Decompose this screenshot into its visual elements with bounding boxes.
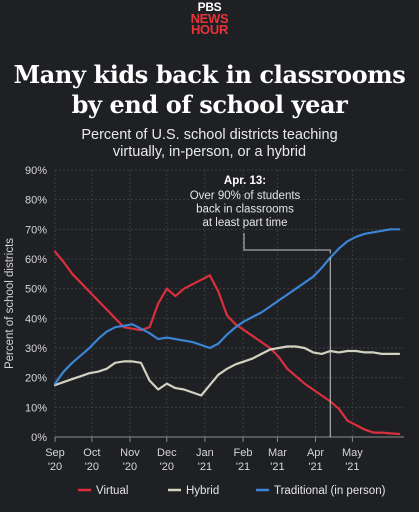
annotation-label-line: back in classrooms (196, 204, 294, 216)
x-tick-label-year: '20 (160, 461, 174, 473)
annotation-label-line: at least part time (202, 217, 287, 229)
annotation-leader-line (243, 233, 331, 254)
x-tick-label-year: '21 (270, 461, 284, 473)
pbs-newshour-logo: PBS NEWS HOUR (0, 0, 419, 37)
y-tick-label: 30% (25, 343, 47, 355)
x-tick-label-year: '21 (236, 461, 250, 473)
chart-subtitle-line-1: Percent of U.S. school districts teachin… (81, 127, 338, 143)
series-line-traditional (53, 228, 401, 385)
x-tick-label: Oct (83, 447, 100, 459)
x-tick-label: Feb (234, 447, 253, 459)
annotation: Apr. 13: Over 90% of students back in clas… (190, 175, 331, 437)
x-tick-label: May (342, 447, 363, 459)
x-tick-label-year: '21 (308, 461, 322, 473)
chart-subtitle: Percent of U.S. school districts teachin… (0, 127, 419, 161)
y-tick-label: 60% (25, 254, 47, 266)
x-tick-label: Nov (120, 447, 140, 459)
x-tick-label-year: '20 (85, 461, 99, 473)
logo-line-2: NEWS (190, 11, 229, 26)
x-tick-label-year: '20 (123, 461, 137, 473)
y-tick-label: 20% (25, 373, 47, 385)
x-tick-label: Apr (307, 447, 324, 459)
x-tick-label: Dec (157, 447, 177, 459)
logo-line-1: PBS (197, 0, 222, 14)
chart-series (53, 228, 401, 436)
annotation-label-line: Over 90% of students (190, 190, 301, 202)
chart-title-line-1: Many kids back in classrooms (13, 60, 406, 89)
y-tick-label: 80% (25, 195, 47, 207)
x-axis-tick-labels: Sep '20 Oct '20 Nov '20 Dec '20 Jan '21 Feb '21 Mar '… (45, 447, 363, 473)
y-tick-label: 90% (25, 165, 47, 177)
y-tick-label: 0% (31, 432, 47, 444)
annotation-label-bold: Apr. 13: (224, 175, 266, 187)
x-tick-label: Jan (196, 447, 214, 459)
x-tick-label: Mar (268, 447, 287, 459)
x-tick-label: Sep (45, 447, 65, 459)
x-tick-label-year: '21 (345, 461, 359, 473)
chart-grid (54, 169, 404, 442)
y-tick-label: 10% (25, 402, 47, 414)
chart-subtitle-line-2: virtually, in-person, or a hybrid (112, 144, 307, 160)
y-axis-title: Percent of school districts (4, 238, 16, 369)
series-line-hybrid (53, 345, 401, 397)
chart-legend: Virtual Hybrid Traditional (in person) (78, 485, 386, 497)
y-tick-label: 70% (25, 224, 47, 236)
chart-title: Many kids back in classrooms by end of s… (0, 60, 419, 120)
x-tick-label-year: '21 (198, 461, 212, 473)
y-tick-label: 50% (25, 284, 47, 296)
x-tick-label-year: '20 (48, 461, 62, 473)
y-axis-tick-labels: 0% 10% 20% 30% 40% 50% 60% 70% 80% 90% (25, 165, 47, 444)
logo-line-3: HOUR (190, 22, 229, 37)
y-tick-label: 40% (25, 313, 47, 325)
legend-label-traditional: Traditional (in person) (274, 485, 386, 497)
series-line-virtual (53, 250, 401, 436)
legend-label-hybrid: Hybrid (186, 485, 219, 497)
chart-title-line-2: by end of school year (71, 90, 348, 119)
legend-label-virtual: Virtual (96, 485, 128, 497)
